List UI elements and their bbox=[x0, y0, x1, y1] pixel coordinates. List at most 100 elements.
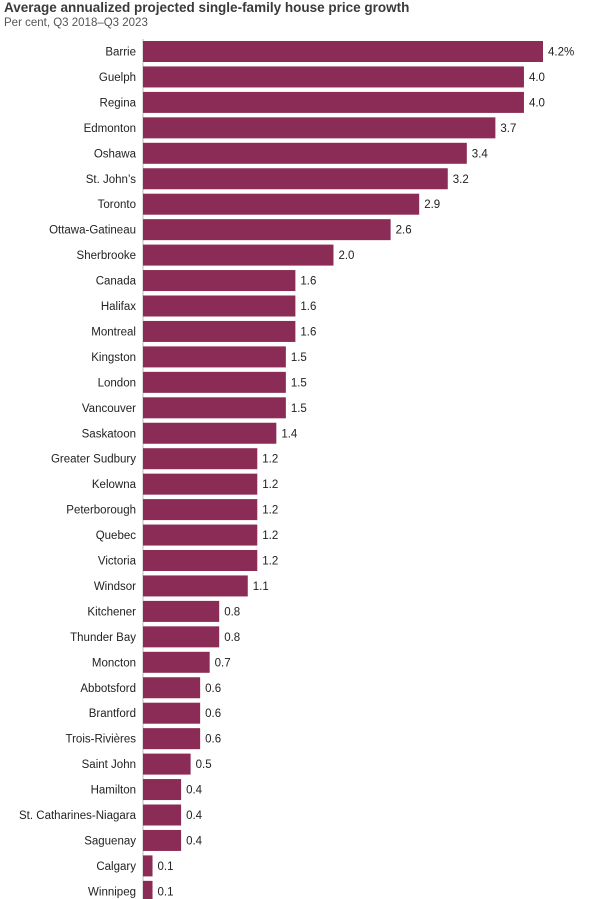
category-label: Barrie bbox=[105, 47, 136, 59]
value-label: 0.6 bbox=[205, 734, 221, 746]
category-label: Winnipeg bbox=[88, 886, 136, 898]
bar bbox=[143, 448, 258, 470]
value-label: 0.4 bbox=[186, 785, 203, 797]
value-label: 1.1 bbox=[253, 581, 269, 593]
category-label: Kelowna bbox=[92, 479, 137, 491]
category-label: London bbox=[98, 377, 136, 389]
category-label: Saguenay bbox=[84, 835, 136, 847]
category-label: Trois-Rivières bbox=[66, 734, 137, 746]
category-label: Abbotsford bbox=[80, 683, 136, 695]
value-label: 0.1 bbox=[158, 886, 174, 898]
value-label: 1.5 bbox=[291, 403, 307, 415]
category-label: St. Catharines-Niagara bbox=[19, 810, 137, 822]
bar bbox=[143, 880, 153, 899]
value-label: 1.5 bbox=[291, 377, 307, 389]
bar bbox=[143, 728, 201, 750]
value-label: 0.8 bbox=[224, 606, 240, 618]
category-label: Ottawa-Gatineau bbox=[49, 225, 136, 237]
bar bbox=[143, 168, 448, 190]
category-label: Canada bbox=[96, 276, 137, 288]
bar bbox=[143, 524, 258, 546]
bar bbox=[143, 193, 420, 215]
value-label: 2.9 bbox=[424, 199, 440, 211]
value-label: 0.6 bbox=[205, 708, 221, 720]
bar bbox=[143, 829, 182, 851]
category-label: Regina bbox=[100, 97, 137, 109]
value-label: 4.2% bbox=[548, 47, 574, 59]
value-label: 0.5 bbox=[196, 759, 212, 771]
bar bbox=[143, 626, 220, 648]
value-label: 2.6 bbox=[396, 225, 412, 237]
bar bbox=[143, 702, 201, 724]
category-label: Guelph bbox=[99, 72, 136, 84]
category-label: Saskatoon bbox=[82, 428, 136, 440]
category-label: Windsor bbox=[94, 581, 136, 593]
category-label: Vancouver bbox=[82, 403, 136, 415]
value-label: 1.6 bbox=[300, 301, 316, 313]
bar bbox=[143, 422, 277, 444]
bar bbox=[143, 41, 543, 62]
category-label: Thunder Bay bbox=[70, 632, 136, 644]
value-label: 4.0 bbox=[529, 97, 545, 109]
category-label: Brantford bbox=[89, 708, 136, 720]
value-label: 0.8 bbox=[224, 632, 240, 644]
category-label: Kitchener bbox=[87, 606, 136, 618]
bar bbox=[143, 397, 286, 419]
category-label: Hamilton bbox=[91, 785, 136, 797]
category-label: Edmonton bbox=[84, 123, 136, 135]
bar bbox=[143, 320, 296, 342]
bar bbox=[143, 346, 286, 368]
bar bbox=[143, 677, 201, 699]
category-label: Toronto bbox=[98, 199, 136, 211]
bar bbox=[143, 371, 286, 393]
bar bbox=[143, 600, 220, 622]
category-label: St. John’s bbox=[86, 174, 137, 186]
bar bbox=[143, 473, 258, 495]
category-label: Quebec bbox=[96, 530, 137, 542]
chart-subtitle: Per cent, Q3 2018–Q3 2023 bbox=[4, 17, 148, 29]
value-label: 1.6 bbox=[300, 276, 316, 288]
bar bbox=[143, 117, 496, 139]
bar bbox=[143, 753, 191, 775]
bar bbox=[143, 91, 524, 113]
value-label: 3.2 bbox=[453, 174, 469, 186]
category-label: Oshawa bbox=[94, 148, 137, 160]
value-label: 2.0 bbox=[338, 250, 354, 262]
bar bbox=[143, 804, 182, 826]
category-label: Halifax bbox=[101, 301, 136, 313]
bar bbox=[143, 575, 248, 597]
value-label: 0.4 bbox=[186, 835, 203, 847]
bar bbox=[143, 219, 391, 241]
chart-title: Average annualized projected single-fami… bbox=[4, 0, 410, 15]
value-label: 1.2 bbox=[262, 530, 278, 542]
category-label: Montreal bbox=[91, 326, 136, 338]
bar bbox=[143, 244, 334, 266]
bar bbox=[143, 295, 296, 317]
value-label: 1.2 bbox=[262, 454, 278, 466]
value-label: 1.2 bbox=[262, 556, 278, 568]
value-label: 3.7 bbox=[500, 123, 516, 135]
value-label: 1.5 bbox=[291, 352, 307, 364]
bar bbox=[143, 142, 467, 164]
bar bbox=[143, 651, 210, 673]
bar bbox=[143, 550, 258, 571]
category-label: Kingston bbox=[91, 352, 136, 364]
value-label: 1.6 bbox=[300, 326, 316, 338]
category-label: Victoria bbox=[98, 556, 137, 568]
value-label: 0.7 bbox=[215, 657, 231, 669]
value-label: 1.2 bbox=[262, 505, 278, 517]
category-label: Calgary bbox=[96, 861, 136, 873]
category-label: Sherbrooke bbox=[77, 250, 136, 262]
value-label: 0.1 bbox=[158, 861, 174, 873]
bar bbox=[143, 855, 153, 877]
value-label: 1.2 bbox=[262, 479, 278, 491]
bar bbox=[143, 499, 258, 521]
value-label: 0.6 bbox=[205, 683, 221, 695]
value-label: 1.4 bbox=[281, 428, 298, 440]
bar bbox=[143, 779, 182, 801]
bar bbox=[143, 270, 296, 292]
bar bbox=[143, 66, 524, 88]
category-label: Peterborough bbox=[66, 505, 136, 517]
value-label: 0.4 bbox=[186, 810, 203, 822]
